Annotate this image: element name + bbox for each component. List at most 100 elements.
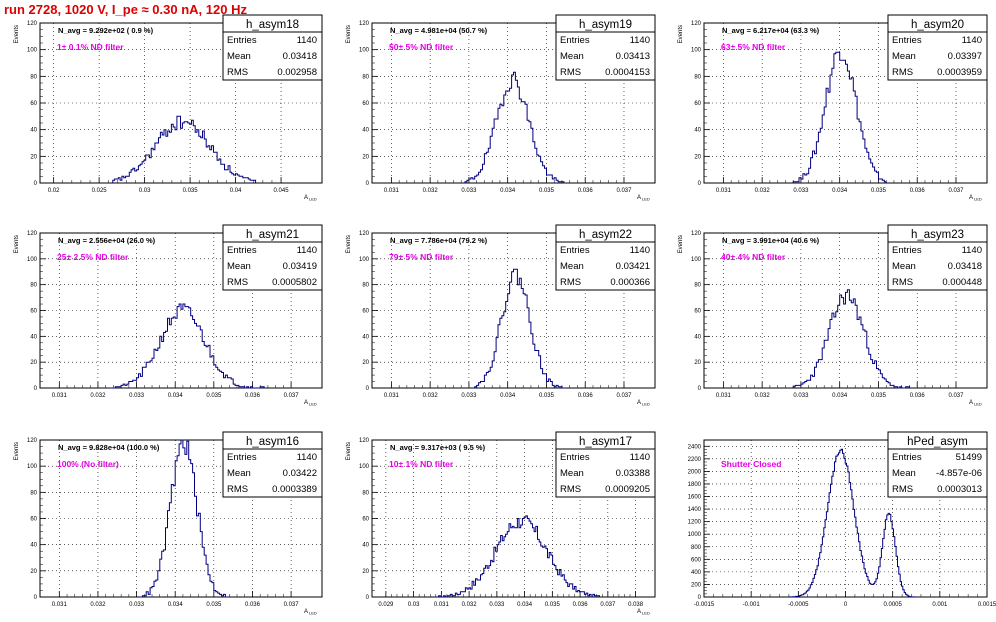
x-tick-label: 0.035	[206, 393, 222, 399]
x-tick-label: 0.035	[539, 393, 555, 399]
y-tick-label: 20	[694, 154, 701, 160]
y-axis-label: Events	[346, 442, 352, 460]
x-tick-label: 0.037	[616, 188, 632, 194]
y-axis-label: Events	[14, 442, 20, 460]
y-tick-label: 60	[694, 309, 701, 315]
filter-label: 79± 5% ND filter	[389, 252, 454, 262]
x-tick-label: 0.034	[168, 602, 184, 608]
run-title: run 2728, 1020 V, I_pe ≈ 0.30 nA, 120 Hz	[4, 2, 247, 17]
histogram-title: h_asym19	[579, 19, 632, 31]
x-tick-label: 0.0005	[883, 602, 902, 608]
stats-box: h_asym18 Entries 1140 Mean 0.03418 RMS 0.00295…	[222, 14, 323, 81]
histogram-title: h_asym23	[911, 229, 964, 241]
stats-box: h_asym19 Entries 1140 Mean 0.03413 RMS 0.00041…	[555, 14, 656, 81]
stats-values-box	[887, 31, 988, 81]
y-tick-label: 80	[30, 490, 37, 496]
stats-label: Mean	[892, 261, 916, 272]
stats-value: 0.03422	[283, 468, 317, 479]
y-tick-label: 600	[691, 557, 702, 563]
x-tick-label: 0.035	[183, 188, 199, 194]
x-axis-label-sub: LED	[642, 402, 650, 407]
stats-label: Entries	[560, 452, 590, 463]
x-axis-label-sub: LED	[974, 402, 982, 407]
filter-label: 40± 4% ND filter	[721, 252, 786, 262]
y-tick-label: 2200	[688, 457, 702, 463]
stats-label: RMS	[227, 67, 248, 78]
y-tick-label: 800	[691, 545, 702, 551]
y-tick-label: 60	[362, 517, 369, 523]
y-tick-label: 20	[30, 154, 37, 160]
x-tick-label: 0.032	[462, 602, 478, 608]
x-tick-label: 0.031	[434, 602, 450, 608]
x-tick-label: 0.031	[52, 393, 68, 399]
x-tick-label: 0.029	[378, 602, 394, 608]
y-tick-label: 2400	[688, 444, 702, 450]
x-tick-label: 0.033	[793, 188, 809, 194]
stats-label: Entries	[892, 35, 922, 46]
y-tick-label: 80	[30, 74, 37, 80]
stats-value: 1140	[630, 452, 650, 463]
y-tick-label: 80	[694, 283, 701, 289]
x-tick-label: 0.035	[871, 393, 887, 399]
x-tick-label: 0.037	[948, 188, 964, 194]
filter-label: 50± 5% ND filter	[389, 42, 454, 52]
x-tick-label: 0.036	[910, 188, 926, 194]
y-axis-label: Events	[346, 235, 352, 253]
histogram-title: h_asym17	[579, 436, 632, 448]
x-tick-label: 0.031	[716, 393, 732, 399]
x-axis-label: ALED	[969, 195, 982, 202]
x-tick-label: 0.032	[423, 393, 439, 399]
y-tick-label: 40	[30, 334, 37, 340]
stats-value: 0.000448	[942, 277, 982, 288]
stats-box: h_asym23 Entries 1140 Mean 0.03418 RMS 0.00044…	[887, 224, 988, 291]
y-tick-label: 0	[366, 386, 370, 392]
x-tick-label: 0.034	[832, 393, 848, 399]
x-axis-label: ALED	[304, 609, 317, 616]
y-tick-label: 80	[30, 283, 37, 289]
y-tick-label: 400	[691, 570, 702, 576]
histogram-title: h_asym18	[246, 19, 299, 31]
x-tick-label: 0.033	[793, 393, 809, 399]
stats-value: 1140	[630, 35, 650, 46]
y-axis-label: Events	[346, 25, 352, 43]
stats-value: 1140	[297, 245, 317, 256]
x-tick-label: 0.032	[755, 188, 771, 194]
x-axis-label-sub: LED	[309, 402, 317, 407]
y-tick-label: 1000	[688, 532, 702, 538]
x-axis-label: ALED	[304, 400, 317, 407]
stats-label: Entries	[892, 245, 922, 256]
y-tick-label: 120	[359, 231, 370, 237]
x-tick-label: 0.031	[52, 602, 68, 608]
x-axis-label-sub: LED	[642, 197, 650, 202]
y-tick-label: 100	[27, 464, 38, 470]
histogram-title: h_asym16	[246, 436, 299, 448]
y-tick-label: 20	[362, 154, 369, 160]
stats-values-box	[222, 448, 323, 498]
x-tick-label: 0.034	[500, 393, 516, 399]
y-tick-label: 1600	[688, 495, 702, 501]
stats-value: 0.0005802	[272, 277, 317, 288]
stats-value: 0.03413	[616, 51, 650, 62]
x-tick-label: 0.033	[461, 188, 477, 194]
navg-label: N_avg = 3.991e+04 (40.6 %)	[722, 236, 820, 245]
y-tick-label: 60	[30, 517, 37, 523]
stats-label: RMS	[227, 277, 248, 288]
y-tick-label: 100	[27, 257, 38, 263]
stats-value: 0.03418	[948, 261, 982, 272]
x-tick-label: 0.032	[755, 393, 771, 399]
filter-label: 63± 5% ND filter	[721, 42, 786, 52]
stats-value: 0.0004153	[605, 67, 650, 78]
histogram-panel-h_asym18: 0 20 40 60 80 100 120 0.02 0.025 0.03 0.035 0.04 0.0…	[14, 14, 323, 202]
stats-value: 0.0003959	[937, 67, 982, 78]
x-tick-label: 0.033	[461, 393, 477, 399]
y-tick-label: 40	[30, 128, 37, 134]
navg-label: N_avg = 9.828e+04 (100.0 %)	[58, 443, 160, 452]
stats-values-box	[222, 241, 323, 291]
y-tick-label: 100	[691, 257, 702, 263]
y-tick-label: 0	[34, 595, 38, 601]
y-tick-label: 1800	[688, 482, 702, 488]
x-tick-label: 0.031	[384, 188, 400, 194]
y-tick-label: 20	[694, 360, 701, 366]
y-tick-label: 40	[694, 128, 701, 134]
y-tick-label: 80	[694, 74, 701, 80]
